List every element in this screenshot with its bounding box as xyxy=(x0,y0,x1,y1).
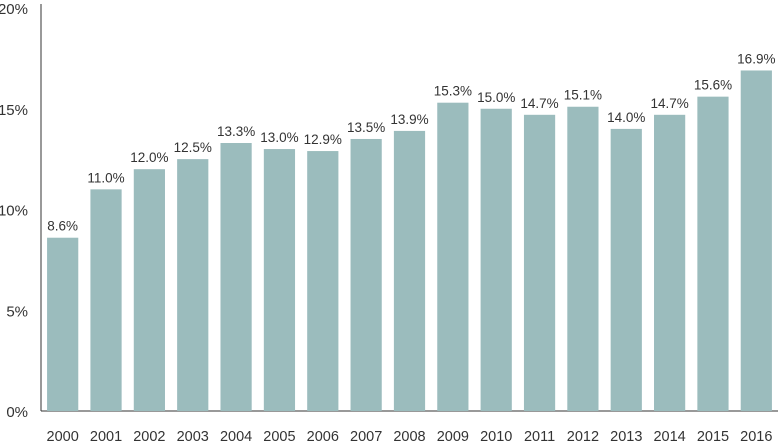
y-tick-label: 15% xyxy=(0,102,28,119)
x-tick-label-2003: 2003 xyxy=(177,429,209,445)
data-label-2016: 16.9% xyxy=(737,51,775,66)
x-tick-label-2006: 2006 xyxy=(307,429,339,445)
x-tick-label-2013: 2013 xyxy=(610,429,642,445)
y-tick-label: 5% xyxy=(6,303,28,320)
bar-2008 xyxy=(393,130,426,411)
data-label-2001: 11.0% xyxy=(87,170,124,185)
x-tick-label-2014: 2014 xyxy=(653,429,685,445)
data-label-2012: 15.1% xyxy=(564,88,602,103)
x-tick-label-2012: 2012 xyxy=(567,429,599,445)
x-tick-label-2004: 2004 xyxy=(220,429,252,445)
data-label-2007: 13.5% xyxy=(347,120,385,135)
bar-2012 xyxy=(567,106,599,412)
y-tick-label: 0% xyxy=(6,404,28,421)
bar-2001 xyxy=(90,189,122,411)
bar-2005 xyxy=(263,149,296,412)
bar-2014 xyxy=(654,114,686,412)
data-label-2011: 14.7% xyxy=(520,96,558,111)
x-tick-label-2000: 2000 xyxy=(47,429,79,445)
x-tick-label-2016: 2016 xyxy=(740,429,772,445)
bar-2007 xyxy=(350,138,382,411)
data-label-2010: 15.0% xyxy=(477,90,515,105)
x-tick-label-2009: 2009 xyxy=(437,429,469,445)
x-tick-label-2002: 2002 xyxy=(133,429,165,445)
data-label-2006: 12.9% xyxy=(304,132,342,147)
bar-2009 xyxy=(437,102,469,411)
data-label-2005: 13.0% xyxy=(260,130,298,145)
x-tick-label-2008: 2008 xyxy=(393,429,425,445)
x-tick-label-2001: 2001 xyxy=(90,429,122,445)
data-label-2000: 8.6% xyxy=(47,219,78,234)
bar-2000 xyxy=(47,237,79,411)
x-tick-label-2011: 2011 xyxy=(524,429,555,445)
data-labels-group: 8.6% 11.0% 12.0% 12.5% 13.3% 13.0% 12.9% 13.5% 1… xyxy=(47,51,775,233)
bar-2015 xyxy=(697,96,729,411)
data-label-2004: 13.3% xyxy=(217,124,255,139)
y-tick-label: 10% xyxy=(0,203,28,220)
x-axis-tick-labels: 2000 2001 2002 2003 2004 2005 2006 2007 2008 2009… xyxy=(47,429,773,445)
bar-2010 xyxy=(480,108,512,411)
data-label-2013: 14.0% xyxy=(607,110,645,125)
bar-2016 xyxy=(740,70,772,411)
bar-2013 xyxy=(610,128,642,411)
x-tick-label-2015: 2015 xyxy=(697,429,729,445)
x-tick-label-2007: 2007 xyxy=(350,429,382,445)
data-label-2014: 14.7% xyxy=(650,96,688,111)
x-tick-label-2010: 2010 xyxy=(480,429,512,445)
y-axis-ticks: 0% 5% 10% 15% 20% xyxy=(0,1,28,421)
y-tick-label: 20% xyxy=(0,1,28,18)
bar-2002 xyxy=(133,169,165,411)
bars-group xyxy=(47,70,772,412)
bar-2003 xyxy=(177,159,209,412)
data-label-2009: 15.3% xyxy=(434,84,472,99)
bar-2011 xyxy=(523,114,556,412)
data-label-2015: 15.6% xyxy=(694,78,732,93)
data-label-2003: 12.5% xyxy=(174,140,212,155)
x-tick-label-2005: 2005 xyxy=(263,429,295,445)
data-label-2002: 12.0% xyxy=(130,150,168,165)
data-label-2008: 13.9% xyxy=(390,112,428,127)
bar-2006 xyxy=(307,151,339,411)
bar-2004 xyxy=(220,143,252,411)
